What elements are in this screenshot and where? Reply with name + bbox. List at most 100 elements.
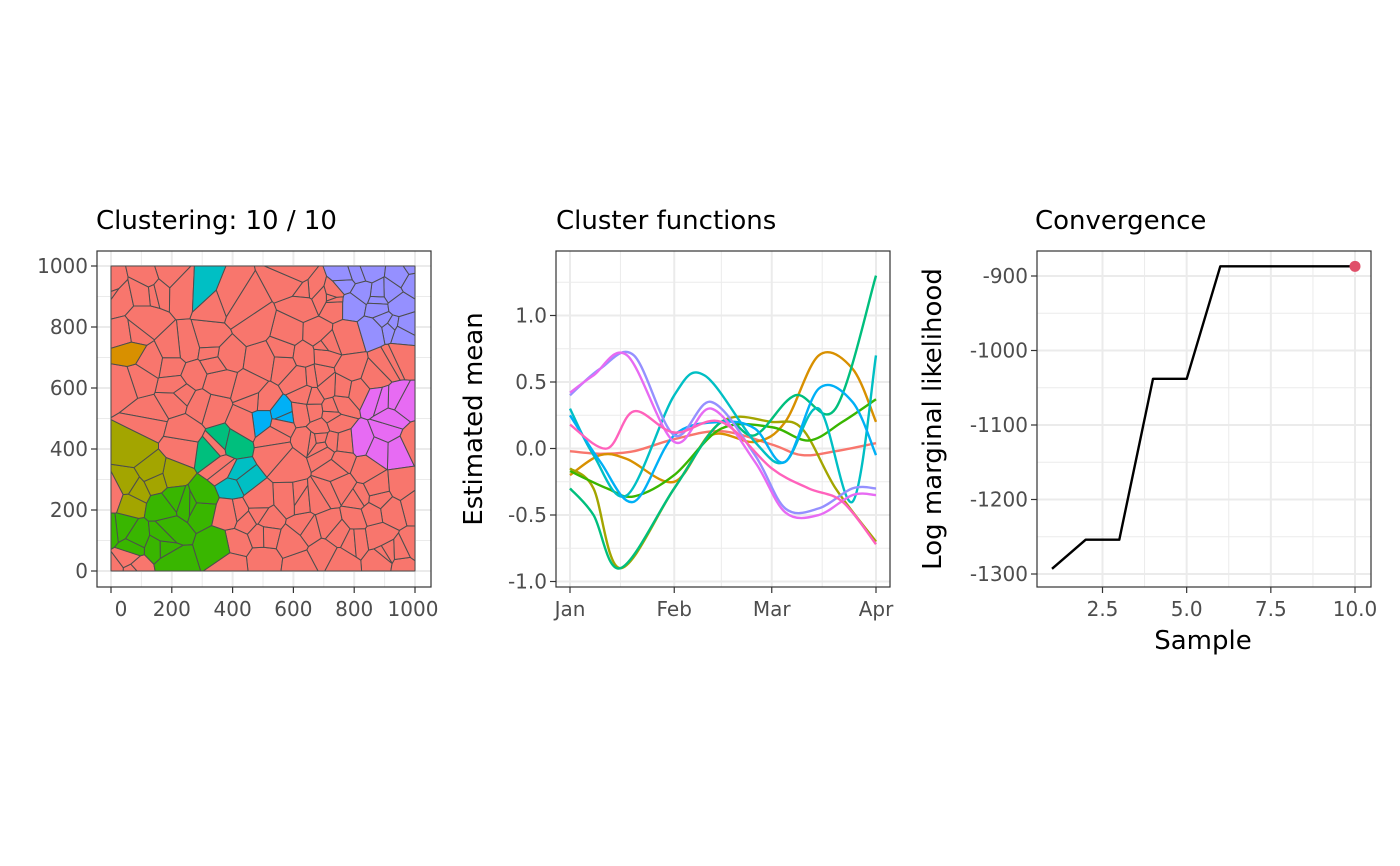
voronoi-cell <box>368 407 412 430</box>
voronoi-cell <box>242 476 275 509</box>
voronoi-cell <box>201 552 249 572</box>
convergence-ytick-label: -1100 <box>970 413 1028 437</box>
convergence-panel: Convergence Log marginal likelihood Samp… <box>918 206 1377 656</box>
voronoi-cell <box>350 417 375 458</box>
voronoi-cell <box>387 291 416 318</box>
voronoi-cell <box>264 265 320 283</box>
convergence-final-point <box>1349 260 1361 272</box>
convergence-axis-ticks: 2.5 5.0 7.5 10.0 -900 -1000 -1100 -1200 -1300 <box>970 264 1377 621</box>
voronoi-cell <box>230 300 277 348</box>
cluster-functions-xtick-label: Jan <box>553 597 586 621</box>
cluster-functions-ytick-label: 1.0 <box>515 304 547 328</box>
voronoi-cell <box>277 364 308 396</box>
cluster-function-lines <box>568 275 878 570</box>
voronoi-cell <box>316 371 337 400</box>
voronoi-cell <box>246 523 265 549</box>
voronoi-cell <box>226 456 258 481</box>
convergence-panel-border <box>1036 250 1372 588</box>
voronoi-cell <box>197 346 220 362</box>
voronoi-cell <box>124 265 160 288</box>
voronoi-cell <box>191 265 227 314</box>
cluster-functions-xtick-label: Apr <box>859 597 894 621</box>
voronoi-cell <box>321 410 343 424</box>
clustering-ytick-label: 600 <box>50 376 88 400</box>
voronoi-cell <box>275 522 309 559</box>
voronoi-cell <box>201 429 227 457</box>
clustering-xtick-label: 0 <box>115 597 128 621</box>
voronoi-cell <box>339 505 368 530</box>
cluster-functions-axis-ticks: Jan Feb Mar Apr -1.0 -0.5 0.0 0.5 1.0 <box>508 304 894 622</box>
voronoi-cell <box>153 544 202 572</box>
cluster-functions-ytick-label: 0.5 <box>515 370 547 394</box>
cluster-functions-title: Cluster functions <box>556 206 776 236</box>
cluster-functions-xtick-label: Mar <box>753 597 792 621</box>
voronoi-cell <box>113 538 145 557</box>
voronoi-cell <box>172 383 197 407</box>
cluster-function-line <box>568 383 878 504</box>
voronoi-cell <box>348 377 371 412</box>
voronoi-cell <box>127 475 152 504</box>
clustering-title: Clustering: 10 / 10 <box>96 206 337 236</box>
voronoi-cell <box>393 379 416 423</box>
clustering-xtick-label: 1000 <box>388 597 439 621</box>
clustering-xtick-label: 200 <box>153 597 191 621</box>
voronoi-cell <box>336 427 354 454</box>
clustering-xtick-label: 400 <box>214 597 252 621</box>
voronoi-cell <box>356 315 386 353</box>
voronoi-cell <box>383 265 410 289</box>
convergence-xtick-label: 2.5 <box>1087 597 1119 621</box>
voronoi-cell <box>251 441 294 478</box>
convergence-title: Convergence <box>1035 206 1206 236</box>
convergence-xtick-label: 5.0 <box>1171 597 1203 621</box>
voronoi-cell <box>393 531 412 561</box>
voronoi-cell <box>305 446 336 474</box>
clustering-ytick-label: 0 <box>75 559 88 583</box>
voronoi-cell <box>312 339 330 352</box>
cluster-functions-panel-border <box>555 250 891 588</box>
voronoi-cell <box>133 448 167 483</box>
convergence-ytick-label: -1200 <box>970 488 1028 512</box>
clustering-ytick-label: 400 <box>50 437 88 461</box>
cluster-function-line <box>569 410 877 546</box>
clustering-xtick-label: 800 <box>335 597 373 621</box>
cluster-functions-ytick-label: 0.0 <box>515 437 547 461</box>
clustering-panel-border <box>96 250 432 588</box>
cluster-functions-ytick-label: -1.0 <box>508 570 547 594</box>
voronoi-cell <box>365 436 389 471</box>
voronoi-cell <box>110 341 148 368</box>
cluster-functions-panel: Cluster functions Estimated mean Jan Feb M… <box>459 206 894 621</box>
voronoi-cell <box>223 269 273 330</box>
convergence-ytick-label: -900 <box>983 264 1028 288</box>
clustering-ytick-label: 200 <box>50 498 88 522</box>
cluster-function-line <box>568 355 878 504</box>
cluster-functions-xtick-label: Feb <box>657 597 692 621</box>
clustering-ytick-label: 800 <box>50 315 88 339</box>
convergence-line <box>1051 260 1361 570</box>
cluster-functions-ytick-label: -0.5 <box>508 503 547 527</box>
cluster-functions-ylabel: Estimated mean <box>459 312 489 525</box>
voronoi-cell <box>372 544 393 565</box>
voronoi-cell <box>371 310 394 329</box>
convergence-ylabel: Log marginal likelihood <box>918 268 948 570</box>
clustering-ytick-label: 1000 <box>37 254 88 278</box>
voronoi-cell <box>147 520 179 544</box>
voronoi-cell <box>175 483 191 524</box>
convergence-xtick-label: 10.0 <box>1333 597 1378 621</box>
cluster-function-line <box>569 351 877 520</box>
convergence-gridlines <box>1037 251 1371 587</box>
cluster-function-line <box>569 350 878 484</box>
voronoi-cell <box>232 391 260 414</box>
voronoi-cell <box>387 465 416 502</box>
clustering-xtick-label: 600 <box>274 597 312 621</box>
voronoi-cell <box>211 497 238 531</box>
convergence-xlabel: Sample <box>1154 626 1252 656</box>
clustering-panel: Clustering: 10 / 10 0 200 400 600 800 1000 0 20… <box>37 206 438 621</box>
convergence-ytick-label: -1300 <box>970 562 1028 586</box>
convergence-xtick-label: 7.5 <box>1255 597 1287 621</box>
voronoi-cell <box>323 275 345 298</box>
convergence-ytick-label: -1000 <box>970 339 1028 363</box>
convergence-line-path <box>1051 265 1355 570</box>
clustering-axis-ticks: 0 200 400 600 800 1000 0 200 400 600 800 1000 <box>37 254 438 621</box>
voronoi-cell <box>322 265 353 282</box>
